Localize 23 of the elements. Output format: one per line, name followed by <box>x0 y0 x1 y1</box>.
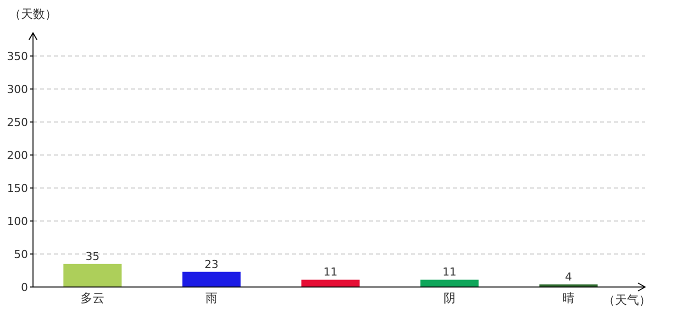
y-tick-label: 150 <box>7 182 28 195</box>
y-tick-label: 50 <box>14 248 28 261</box>
x-tick-label: 阴 <box>444 291 456 305</box>
bar <box>420 280 479 287</box>
data-label: 35 <box>86 250 100 263</box>
data-label: 23 <box>204 258 218 271</box>
y-tick-label: 100 <box>7 214 28 228</box>
y-tick-label: 350 <box>7 50 28 63</box>
y-axis-title: （天数） <box>9 7 57 21</box>
data-label: 4 <box>565 270 572 284</box>
y-tick-label: 300 <box>7 82 28 96</box>
bar <box>182 272 241 287</box>
x-axis-title: （天气） <box>603 293 651 307</box>
y-tick-label: 0 <box>21 280 28 294</box>
x-tick-label: 晴 <box>562 291 574 305</box>
data-label: 11 <box>324 266 338 279</box>
y-tick-label: 250 <box>7 116 28 129</box>
bar <box>63 264 122 287</box>
bar <box>301 280 360 287</box>
x-tick-label: 多云 <box>80 291 104 305</box>
data-label: 11 <box>442 266 456 279</box>
y-tick-label: 200 <box>7 148 28 162</box>
x-tick-label: 雨 <box>206 291 218 305</box>
